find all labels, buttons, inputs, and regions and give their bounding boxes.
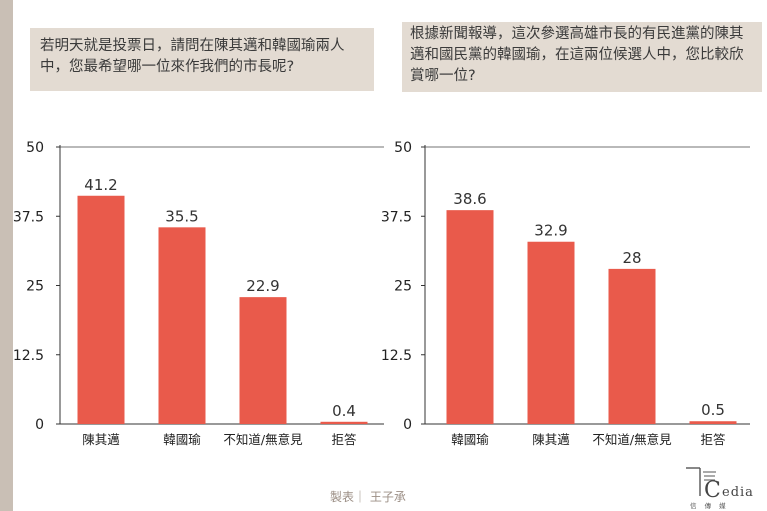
category-label: 不知道/無意見 bbox=[592, 432, 672, 447]
svg-text:edia: edia bbox=[722, 485, 754, 500]
question-right: 根據新聞報導，這次參選高雄市長的有民進黨的陳其邁和國民黨的韓國瑜，在這兩位候選人… bbox=[402, 22, 762, 92]
bar bbox=[239, 297, 287, 424]
bar bbox=[446, 210, 494, 424]
y-tick-label: 25 bbox=[26, 279, 44, 295]
svg-text:信 傳 媒: 信 傳 媒 bbox=[690, 501, 729, 510]
y-tick-label: 37.5 bbox=[381, 209, 412, 225]
left-accent-bar bbox=[0, 0, 13, 511]
category-label: 韓國瑜 bbox=[163, 432, 201, 447]
category-label: 陳其邁 bbox=[532, 432, 570, 447]
category-label: 韓國瑜 bbox=[451, 432, 489, 447]
category-label: 拒答 bbox=[331, 432, 357, 447]
bar bbox=[320, 421, 368, 424]
cmedia-logo: C edia 信 傳 媒 bbox=[686, 467, 754, 510]
category-label: 拒答 bbox=[700, 432, 726, 447]
bar bbox=[77, 195, 125, 424]
bar-value-label: 0.5 bbox=[701, 401, 725, 419]
y-tick-label: 0 bbox=[403, 417, 412, 433]
category-label: 陳其邁 bbox=[82, 432, 120, 447]
y-tick-label: 0 bbox=[35, 417, 44, 433]
bar-value-label: 32.9 bbox=[534, 222, 567, 240]
y-tick-label: 50 bbox=[26, 140, 44, 156]
bar bbox=[689, 421, 737, 424]
bar-value-label: 35.5 bbox=[165, 207, 198, 225]
bar-value-label: 28 bbox=[622, 249, 641, 267]
bar-value-label: 41.2 bbox=[84, 176, 117, 194]
y-tick-label: 12.5 bbox=[13, 348, 44, 364]
bar-value-label: 38.6 bbox=[453, 190, 486, 208]
y-tick-label: 12.5 bbox=[381, 348, 412, 364]
svg-text:C: C bbox=[704, 478, 721, 503]
bar-value-label: 0.4 bbox=[332, 402, 356, 420]
credit-line: 製表｜ 王子承 bbox=[330, 490, 406, 504]
bar-value-label: 22.9 bbox=[246, 277, 279, 295]
bar bbox=[608, 268, 656, 424]
bar bbox=[527, 241, 575, 424]
y-tick-label: 37.5 bbox=[13, 209, 44, 225]
category-label: 不知道/無意見 bbox=[223, 432, 303, 447]
question-left: 若明天就是投票日，請問在陳其邁和韓國瑜兩人中，您最希望哪一位來作我們的市長呢? bbox=[30, 28, 374, 91]
y-tick-label: 25 bbox=[394, 279, 412, 295]
bar bbox=[158, 227, 206, 424]
y-tick-label: 50 bbox=[394, 140, 412, 156]
